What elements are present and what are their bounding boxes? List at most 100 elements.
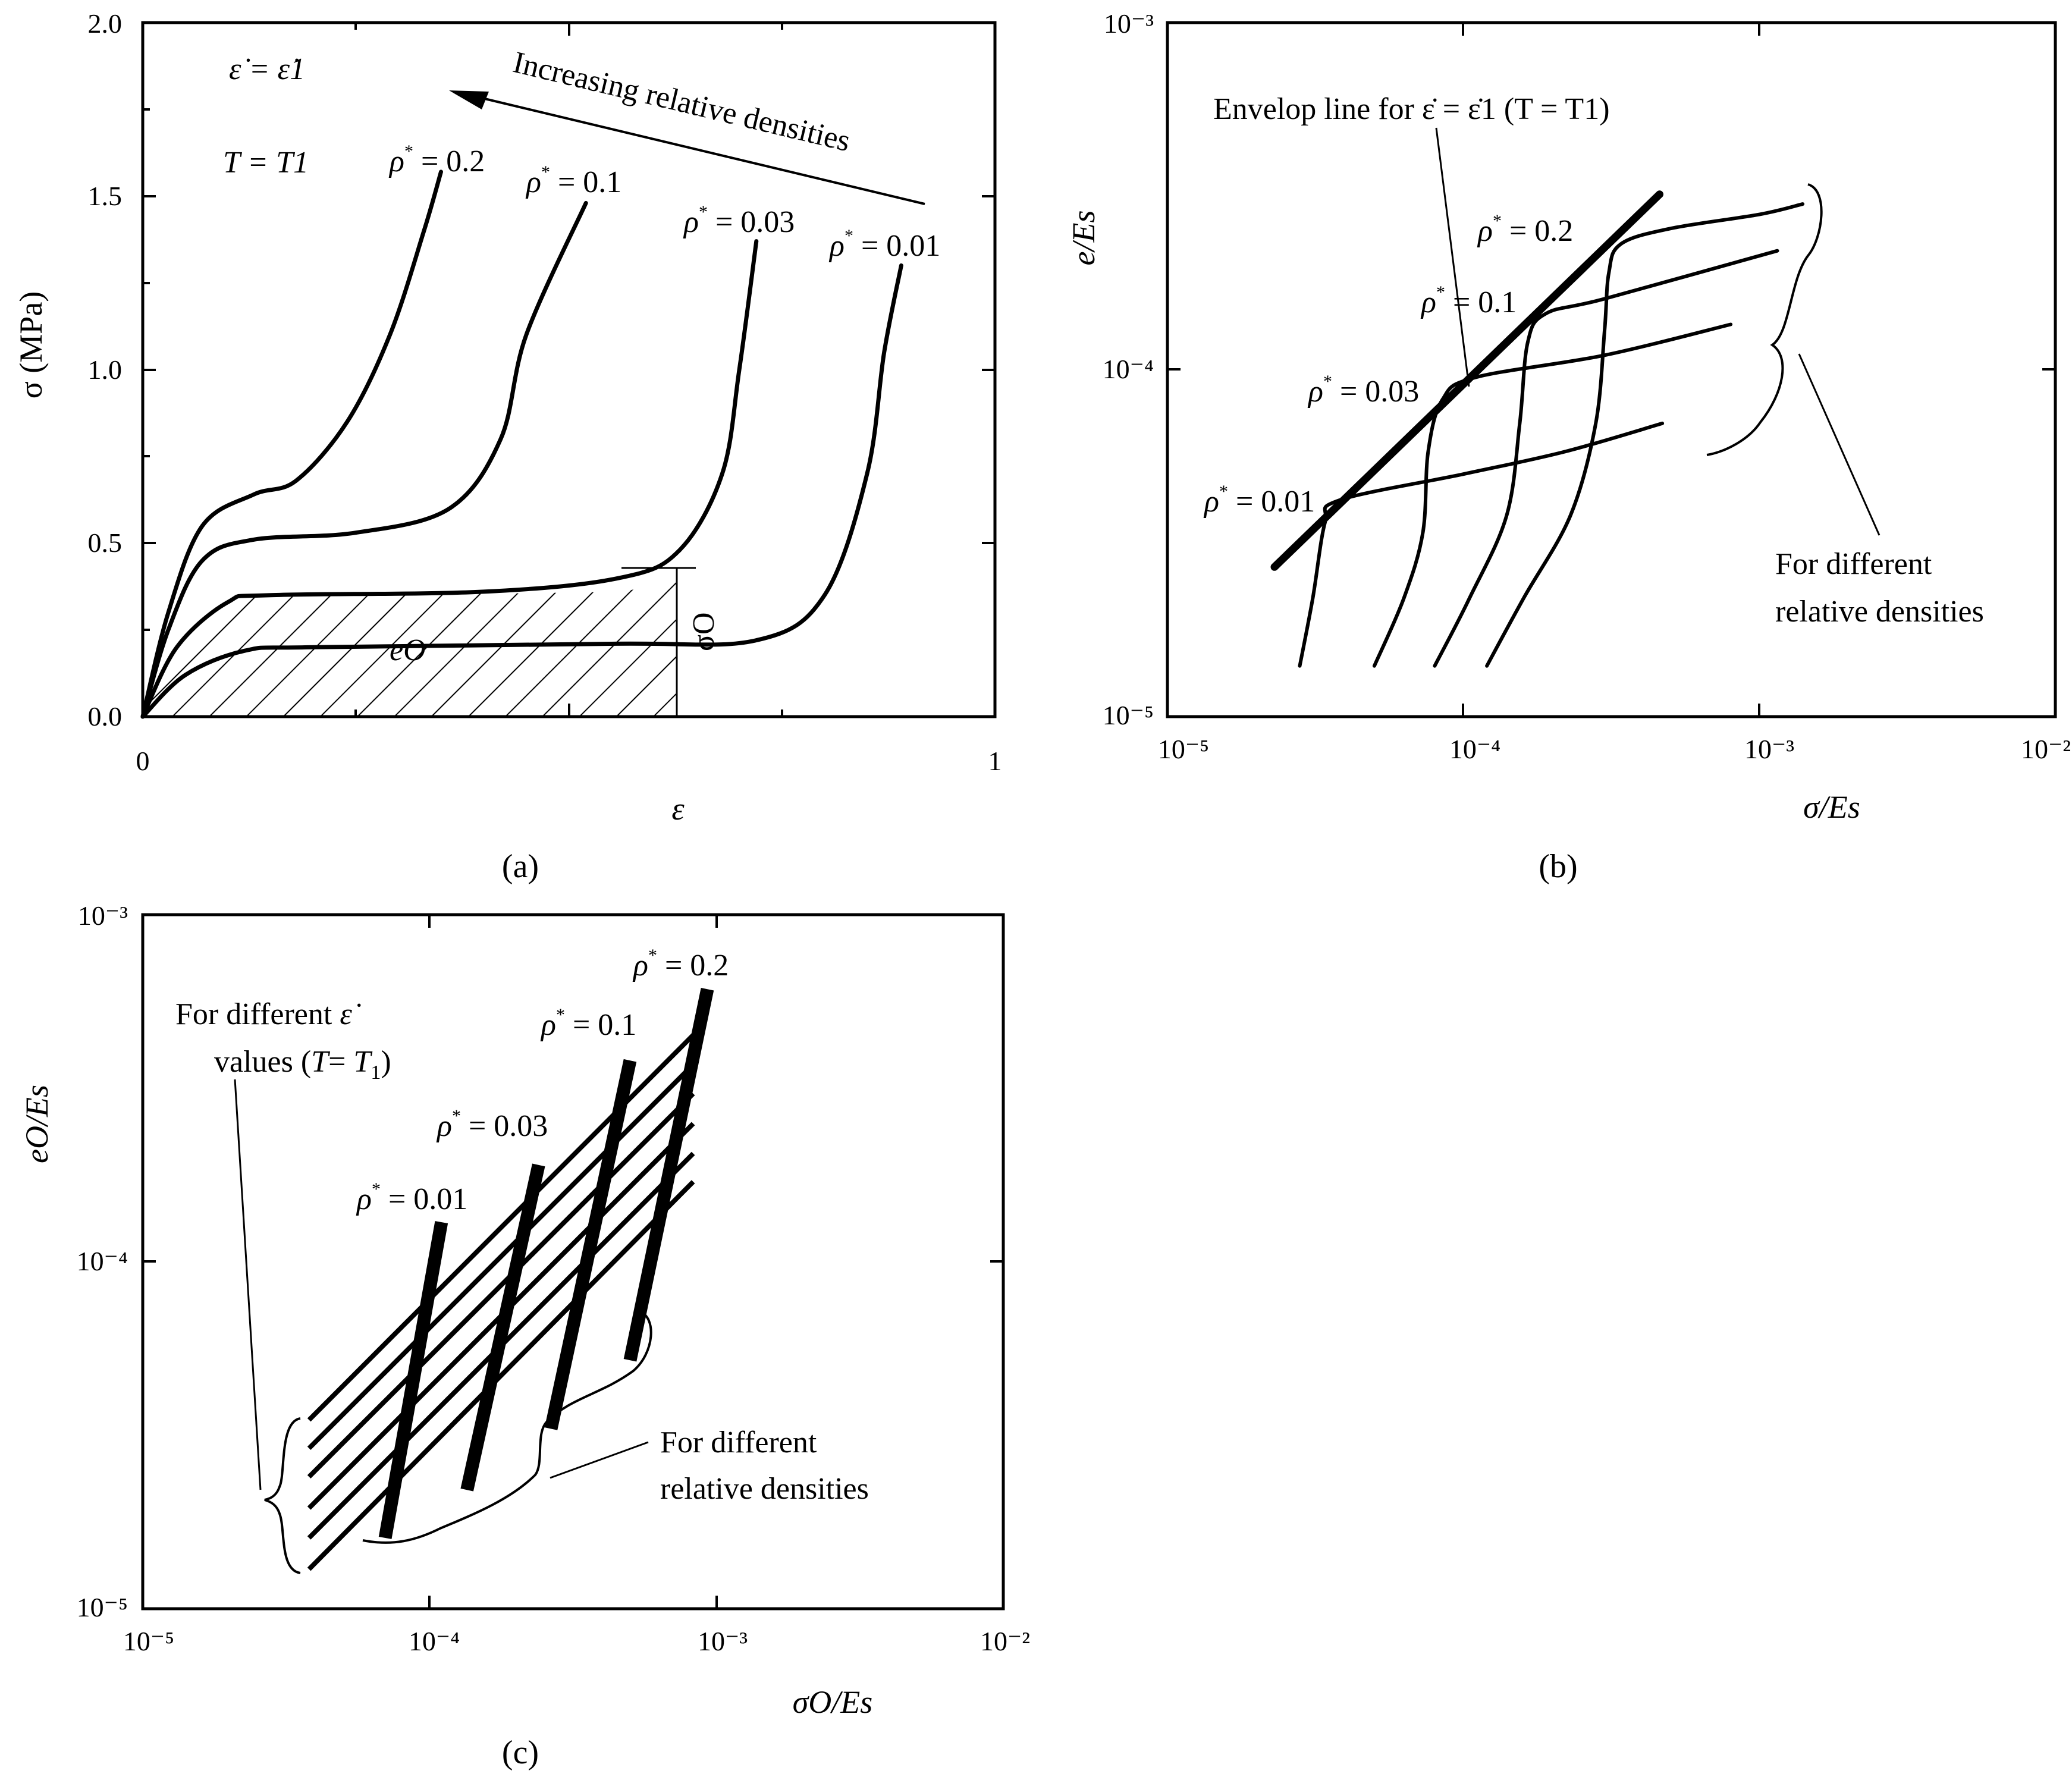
lines-c (307, 988, 714, 1571)
rho-label-c-001: ρ* = 0.01 (356, 1179, 467, 1216)
svg-text:10⁻³: 10⁻³ (1104, 8, 1154, 39)
y-ticks-a (143, 21, 995, 718)
density-line-0-03 (460, 1163, 545, 1492)
svg-text:10⁻³: 10⁻³ (78, 900, 128, 931)
y-axis-label-a: σ (MPa) (13, 291, 49, 399)
svg-text:ρ* = 0.2: ρ* = 0.2 (1477, 211, 1573, 248)
ytick-0: 0.0 (88, 701, 123, 732)
curves-a (140, 169, 903, 719)
caption-a: (a) (502, 848, 539, 885)
svg-text:10⁻⁴: 10⁻⁴ (1449, 734, 1500, 764)
svg-text:10⁻⁴: 10⁻⁴ (1103, 354, 1154, 384)
rho-label-c-02: ρ* = 0.2 (632, 946, 729, 982)
svg-text:ρ* = 0.03: ρ* = 0.03 (683, 202, 795, 239)
svg-text:ε̇ = ε̇1: ε̇ = ε̇1 (229, 52, 305, 86)
rho-label-b-001: ρ* = 0.01 (1203, 482, 1315, 519)
rate-annotation-a: ε̇ = ε̇1 T = T1 (223, 52, 309, 180)
caption-c: (c) (502, 1734, 539, 1771)
xtick-1: 1 (988, 746, 1002, 776)
svg-text:ρ* = 0.1: ρ* = 0.1 (540, 1005, 636, 1042)
svg-text:ρ* = 0.03: ρ* = 0.03 (436, 1106, 548, 1143)
panel-c: 10⁻⁵ 10⁻⁴ 10⁻³ 10⁻² 10⁻⁵ 10⁻⁴ 10⁻³ σO/Es… (19, 900, 1030, 1771)
series-line-0-2 (140, 169, 443, 719)
density-leader-c (550, 1441, 649, 1479)
y-tick-labels-b: 10⁻⁵ 10⁻⁴ 10⁻³ (1103, 8, 1154, 730)
svg-text:ρ* = 0.2: ρ* = 0.2 (388, 142, 485, 178)
svg-text:ρ* = 0.01: ρ* = 0.01 (356, 1179, 467, 1216)
rate-leader-c (234, 1079, 262, 1490)
series-line-0-03 (140, 239, 759, 719)
x-tick-labels-b: 10⁻⁵ 10⁻⁴ 10⁻³ 10⁻² (1158, 734, 2071, 764)
x-axis-label-a: ε (671, 791, 685, 827)
svg-text:10⁻⁵: 10⁻⁵ (1158, 734, 1209, 764)
rho-label-b-01: ρ* = 0.1 (1420, 282, 1517, 319)
ytick-20: 2.0 (88, 8, 123, 39)
density-label-c-1: For different (660, 1426, 817, 1459)
series-line-0-03 (1372, 322, 1733, 668)
svg-text:ρ* = 0.01: ρ* = 0.01 (828, 226, 940, 263)
density-label-b-1: For different (1775, 547, 1932, 581)
rate-line-3 (307, 1092, 695, 1478)
envelope-leader (1435, 127, 1470, 387)
svg-text:10⁻⁴: 10⁻⁴ (409, 1626, 460, 1656)
density-line-0-1 (544, 1059, 637, 1430)
ticks-b (1167, 23, 2055, 717)
svg-text:ρ* = 0.2: ρ* = 0.2 (632, 946, 729, 982)
rate-line-6 (307, 1180, 695, 1571)
rate-line-1 (307, 1033, 695, 1422)
density-brace-c (362, 1310, 652, 1544)
rate-line-2 (307, 1063, 695, 1451)
svg-text:ρ* = 0.1: ρ* = 0.1 (1420, 282, 1517, 319)
series-line-0-01 (140, 263, 903, 719)
density-label-b-2: relative densities (1775, 595, 1984, 629)
series-line-0-1 (140, 200, 588, 719)
ytick-10: 1.0 (88, 354, 123, 385)
rate-brace-c (264, 1417, 301, 1574)
y-axis-label-b: e/Es (1066, 211, 1101, 266)
density-label-c-2: relative densities (660, 1472, 869, 1506)
svg-text:ρ* = 0.01: ρ* = 0.01 (1203, 482, 1315, 519)
density-line-0-2 (623, 988, 714, 1362)
eo-label: eO (390, 633, 426, 667)
ytick-15: 1.5 (88, 181, 123, 211)
rate-label-c-2: values (T= T1) (214, 1045, 391, 1084)
svg-text:10⁻⁵: 10⁻⁵ (1103, 700, 1154, 730)
svg-text:10⁻²: 10⁻² (2021, 734, 2071, 764)
series-line-0-1 (1433, 249, 1779, 668)
svg-text:10⁻⁴: 10⁻⁴ (77, 1246, 128, 1276)
increasing-density-arrow: Increasing relative densities (449, 45, 925, 205)
svg-text:T = T1: T = T1 (223, 146, 309, 180)
x-tick-labels-c: 10⁻⁵ 10⁻⁴ 10⁻³ 10⁻² (123, 1626, 1030, 1656)
sigma-o-label: σO (687, 612, 721, 651)
svg-text:ρ* = 0.1: ρ* = 0.1 (525, 162, 621, 199)
panel-a: 0.0 0.5 1.0 1.5 2.0 0 1 ε σ (MPa) ε̇ = ε… (13, 8, 1002, 885)
svg-text:10⁻⁵: 10⁻⁵ (77, 1592, 128, 1622)
x-axis-label-b: σ/Es (1803, 789, 1860, 825)
density-line-0-01 (378, 1221, 448, 1539)
series-line-envelope (1270, 190, 1663, 571)
xtick-0: 0 (136, 746, 150, 776)
svg-text:ρ* = 0.03: ρ* = 0.03 (1307, 372, 1419, 409)
x-axis-label-c: σO/Es (793, 1684, 873, 1720)
envelope-label: Envelop line for ε̇ = ε̇1 (T = T1) (1213, 92, 1610, 126)
rho-label-a-001: ρ* = 0.01 (828, 226, 940, 263)
svg-text:10⁻³: 10⁻³ (698, 1626, 748, 1656)
svg-text:Increasing relative densities: Increasing relative densities (510, 45, 853, 158)
rho-label-c-003: ρ* = 0.03 (436, 1106, 548, 1143)
rho-label-a-01: ρ* = 0.1 (525, 162, 621, 199)
x-tick-labels-a: 0 1 (136, 746, 1002, 776)
rho-label-c-01: ρ* = 0.1 (540, 1005, 636, 1042)
ytick-05: 0.5 (88, 528, 123, 558)
svg-text:10⁻³: 10⁻³ (1744, 734, 1794, 764)
series-line-0-01 (1298, 421, 1665, 668)
rho-label-a-02: ρ* = 0.2 (388, 142, 485, 178)
density-brace-b (1706, 183, 1823, 456)
y-tick-labels-a: 0.0 0.5 1.0 1.5 2.0 (88, 8, 123, 732)
rho-label-b-02: ρ* = 0.2 (1477, 211, 1573, 248)
y-tick-labels-c: 10⁻⁵ 10⁻⁴ 10⁻³ (77, 900, 128, 1622)
panel-b: 10⁻⁵ 10⁻⁴ 10⁻³ 10⁻² 10⁻⁵ 10⁻⁴ 10⁻³ σ/Es … (1066, 8, 2071, 885)
ticks-c (143, 915, 1003, 1609)
rho-label-b-003: ρ* = 0.03 (1307, 372, 1419, 409)
rate-label-c-1: For different ε̇ (175, 997, 361, 1031)
